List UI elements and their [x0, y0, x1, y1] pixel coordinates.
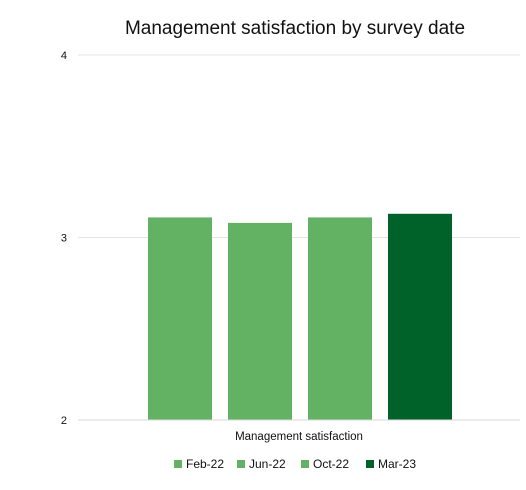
y-tick-label: 3 [61, 233, 67, 245]
y-tick-label: 4 [61, 50, 67, 62]
legend-label: Mar-23 [378, 457, 416, 471]
bar-mar-23 [388, 213, 452, 420]
legend-swatch [301, 460, 309, 468]
bar-jun-22 [228, 222, 292, 420]
legend-swatch [174, 460, 182, 468]
legend-item: Jun-22 [237, 457, 286, 471]
bar-oct-22 [308, 217, 372, 420]
legend-item: Mar-23 [366, 457, 416, 471]
y-axis-ticks: 2 3 4 [61, 50, 67, 427]
legend: Feb-22 Jun-22 Oct-22 Mar-23 [174, 457, 416, 471]
legend-label: Feb-22 [186, 457, 224, 471]
legend-label: Jun-22 [249, 457, 286, 471]
legend-label: Oct-22 [313, 457, 349, 471]
bar-feb-22 [148, 217, 212, 420]
gridlines [78, 54, 520, 238]
legend-item: Feb-22 [174, 457, 224, 471]
chart-title: Management satisfaction by survey date [125, 18, 465, 39]
legend-swatch [366, 460, 374, 468]
legend-item: Oct-22 [301, 457, 349, 471]
legend-swatch [237, 460, 245, 468]
y-tick-label: 2 [61, 415, 67, 427]
bars [148, 213, 452, 420]
category-label: Management satisfaction [235, 431, 363, 443]
